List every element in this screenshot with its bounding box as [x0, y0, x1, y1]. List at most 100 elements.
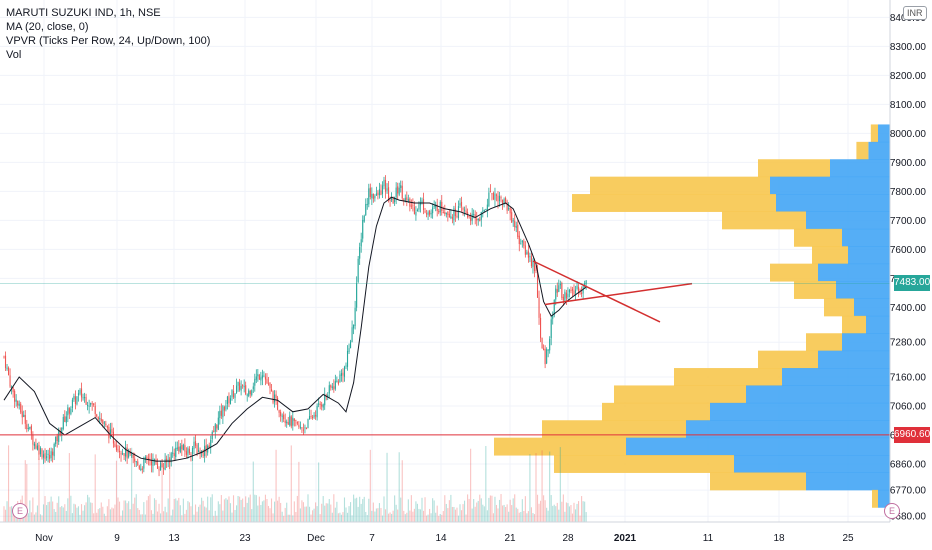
candle-body: [502, 199, 504, 205]
volume-bar: [39, 514, 42, 522]
legend-vol[interactable]: Vol: [6, 49, 22, 61]
volume-bar: [471, 508, 473, 522]
candle-body: [389, 199, 391, 202]
volume-bar: [438, 515, 440, 522]
volume-bar: [394, 495, 396, 522]
volume-bar: [439, 514, 441, 522]
candle-body: [80, 388, 83, 398]
candle-body: [280, 411, 282, 417]
candle-body: [217, 417, 219, 430]
volume-bar: [173, 499, 175, 522]
volume-bar: [217, 501, 219, 522]
candle-body: [384, 179, 387, 192]
volume-bar: [573, 502, 575, 522]
candle-body: [293, 418, 295, 421]
candle-body: [137, 461, 139, 465]
volume-bar: [219, 504, 221, 522]
candle-body: [44, 453, 46, 460]
volume-bar: [544, 500, 546, 522]
volume-bar: [112, 508, 114, 522]
candle-body: [559, 283, 561, 286]
candle-body: [156, 463, 159, 469]
candle-body: [222, 405, 224, 418]
volume-bar: [460, 510, 463, 522]
volume-bar: [502, 505, 504, 522]
vp-up-bar: [626, 437, 890, 456]
volume-bar: [514, 494, 516, 522]
volume-bar: [334, 507, 336, 522]
volume-bar: [576, 503, 578, 522]
x-tick-label: 23: [239, 533, 251, 544]
legend-symbol[interactable]: MARUTI SUZUKI IND, 1h, NSE: [6, 7, 161, 19]
chart-legend: MARUTI SUZUKI IND, 1h, NSE MA (20, close…: [6, 6, 210, 62]
candle-body: [84, 397, 86, 399]
candle-body: [550, 319, 552, 339]
volume-bar: [46, 505, 48, 522]
volume-bar: [295, 512, 297, 522]
candle-body: [483, 209, 485, 212]
candle-body: [223, 406, 225, 411]
volume-bar: [310, 514, 312, 522]
candle-body: [9, 375, 11, 387]
candle-body: [454, 209, 456, 217]
candle-body: [555, 288, 557, 300]
volume-bar: [350, 502, 352, 522]
volume-bar: [316, 506, 318, 522]
volume-bar: [194, 504, 197, 522]
candle-body: [287, 422, 289, 425]
volume-bar: [277, 500, 279, 522]
volume-bar: [451, 506, 453, 522]
volume-bar: [424, 497, 426, 522]
candle-body: [248, 390, 250, 396]
volume-bar: [429, 508, 431, 522]
candle-body: [274, 394, 276, 403]
volume-bar: [204, 506, 206, 522]
volume-bar: [179, 505, 181, 522]
volume-bar: [93, 513, 95, 522]
volume-bar: [161, 460, 163, 522]
volume-bar: [456, 507, 458, 522]
volume-bar: [55, 511, 57, 522]
candle-body: [476, 218, 478, 221]
candle-body: [228, 396, 230, 404]
legend-vpvr[interactable]: VPVR (Ticks Per Row, 24, Up/Down, 100): [6, 35, 211, 47]
earnings-badge-left[interactable]: E: [12, 503, 28, 519]
candle-body: [477, 218, 479, 221]
candle-body: [312, 416, 314, 418]
volume-bar: [8, 445, 10, 522]
volume-bar: [223, 499, 225, 522]
y-tick-label: 8200.00: [890, 71, 927, 82]
candle-body: [267, 383, 270, 385]
volume-bar: [330, 504, 332, 522]
candle-body: [348, 348, 350, 352]
volume-bar: [533, 514, 536, 522]
candle-body: [416, 209, 418, 212]
volume-bar: [222, 510, 224, 522]
currency-badge[interactable]: INR: [903, 6, 927, 20]
volume-bar: [278, 496, 280, 522]
earnings-badge-right[interactable]: E: [884, 503, 900, 519]
volume-bar: [68, 453, 70, 522]
candle-body: [547, 349, 549, 351]
candle-body: [152, 458, 154, 466]
legend-ma[interactable]: MA (20, close, 0): [6, 21, 89, 33]
candle-body: [441, 201, 443, 212]
volume-bar: [524, 496, 526, 522]
vp-up-bar: [842, 333, 890, 352]
volume-bar: [529, 454, 531, 522]
volume-bar: [196, 511, 198, 522]
volume-bar: [190, 506, 192, 522]
candle-body: [254, 378, 256, 386]
volume-bar: [546, 507, 548, 522]
volume-bar: [90, 502, 92, 522]
candle-body: [103, 422, 105, 424]
candle-body: [286, 421, 288, 424]
candle-body: [506, 201, 508, 211]
candle-body: [213, 430, 215, 432]
volume-bar: [401, 460, 403, 522]
volume-bar: [138, 509, 140, 522]
volume-bar: [582, 501, 584, 522]
candle-body: [239, 382, 241, 390]
volume-bar: [392, 510, 394, 522]
